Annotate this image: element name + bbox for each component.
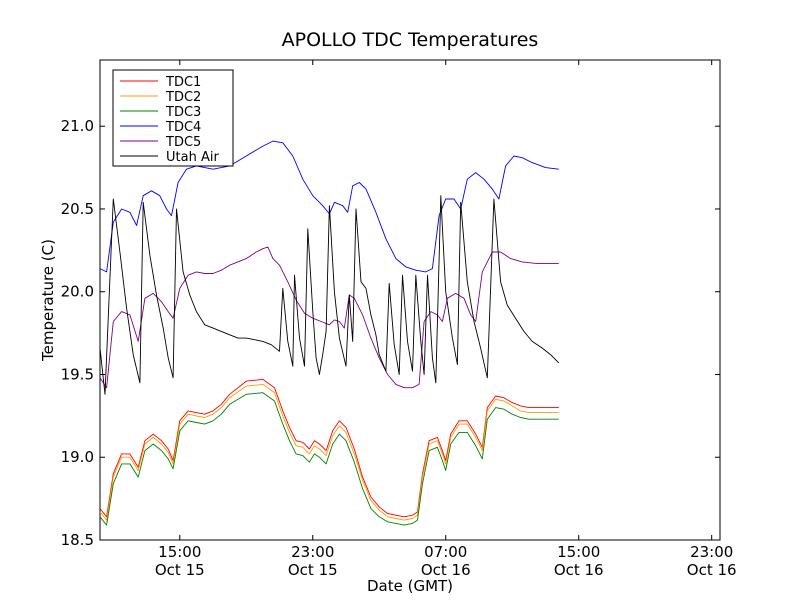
x-tick-date-label: Oct 16 bbox=[421, 561, 471, 579]
series-line-tdc4 bbox=[99, 140, 559, 273]
series-line-utah-air bbox=[99, 195, 560, 395]
x-tick-date-label: Oct 16 bbox=[687, 561, 737, 579]
legend-label: TDC3 bbox=[165, 105, 201, 120]
series-line-tdc3 bbox=[99, 392, 559, 526]
x-tick-time-label: 15:00 bbox=[557, 543, 600, 561]
series-line-tdc2 bbox=[99, 383, 559, 521]
y-tick-label: 19.5 bbox=[61, 365, 94, 383]
y-tick-label: 19.0 bbox=[61, 448, 94, 466]
y-tick-label: 20.5 bbox=[61, 200, 94, 218]
legend-label: Utah Air bbox=[166, 150, 219, 165]
x-tick-date-label: Oct 16 bbox=[554, 561, 604, 579]
legend-box bbox=[112, 69, 234, 167]
x-axis-title: Date (GMT) bbox=[367, 577, 453, 595]
legend-label: TDC1 bbox=[165, 75, 201, 90]
y-axis-title: Temperature (C) bbox=[39, 239, 57, 362]
y-tick-label: 18.5 bbox=[61, 531, 94, 549]
legend-label: TDC2 bbox=[165, 90, 201, 105]
x-tick-time-label: 23:00 bbox=[291, 543, 334, 561]
chart-title: APOLLO TDC Temperatures bbox=[282, 29, 539, 51]
legend-label: TDC5 bbox=[165, 135, 201, 150]
x-tick-time-label: 07:00 bbox=[424, 543, 467, 561]
x-tick-date-label: Oct 15 bbox=[288, 561, 338, 579]
y-axis-ticks: 18.5 19.0 19.5 20.0 20.5 21.0 bbox=[61, 117, 720, 549]
series-line-tdc1 bbox=[99, 378, 559, 518]
series-layer bbox=[99, 140, 560, 526]
x-tick-time-label: 15:00 bbox=[158, 543, 201, 561]
legend-label: TDC4 bbox=[165, 120, 201, 135]
x-tick-time-label: 23:00 bbox=[690, 543, 733, 561]
x-tick-date-label: Oct 15 bbox=[155, 561, 205, 579]
y-tick-label: 21.0 bbox=[61, 117, 94, 135]
y-tick-label: 20.0 bbox=[61, 283, 94, 301]
